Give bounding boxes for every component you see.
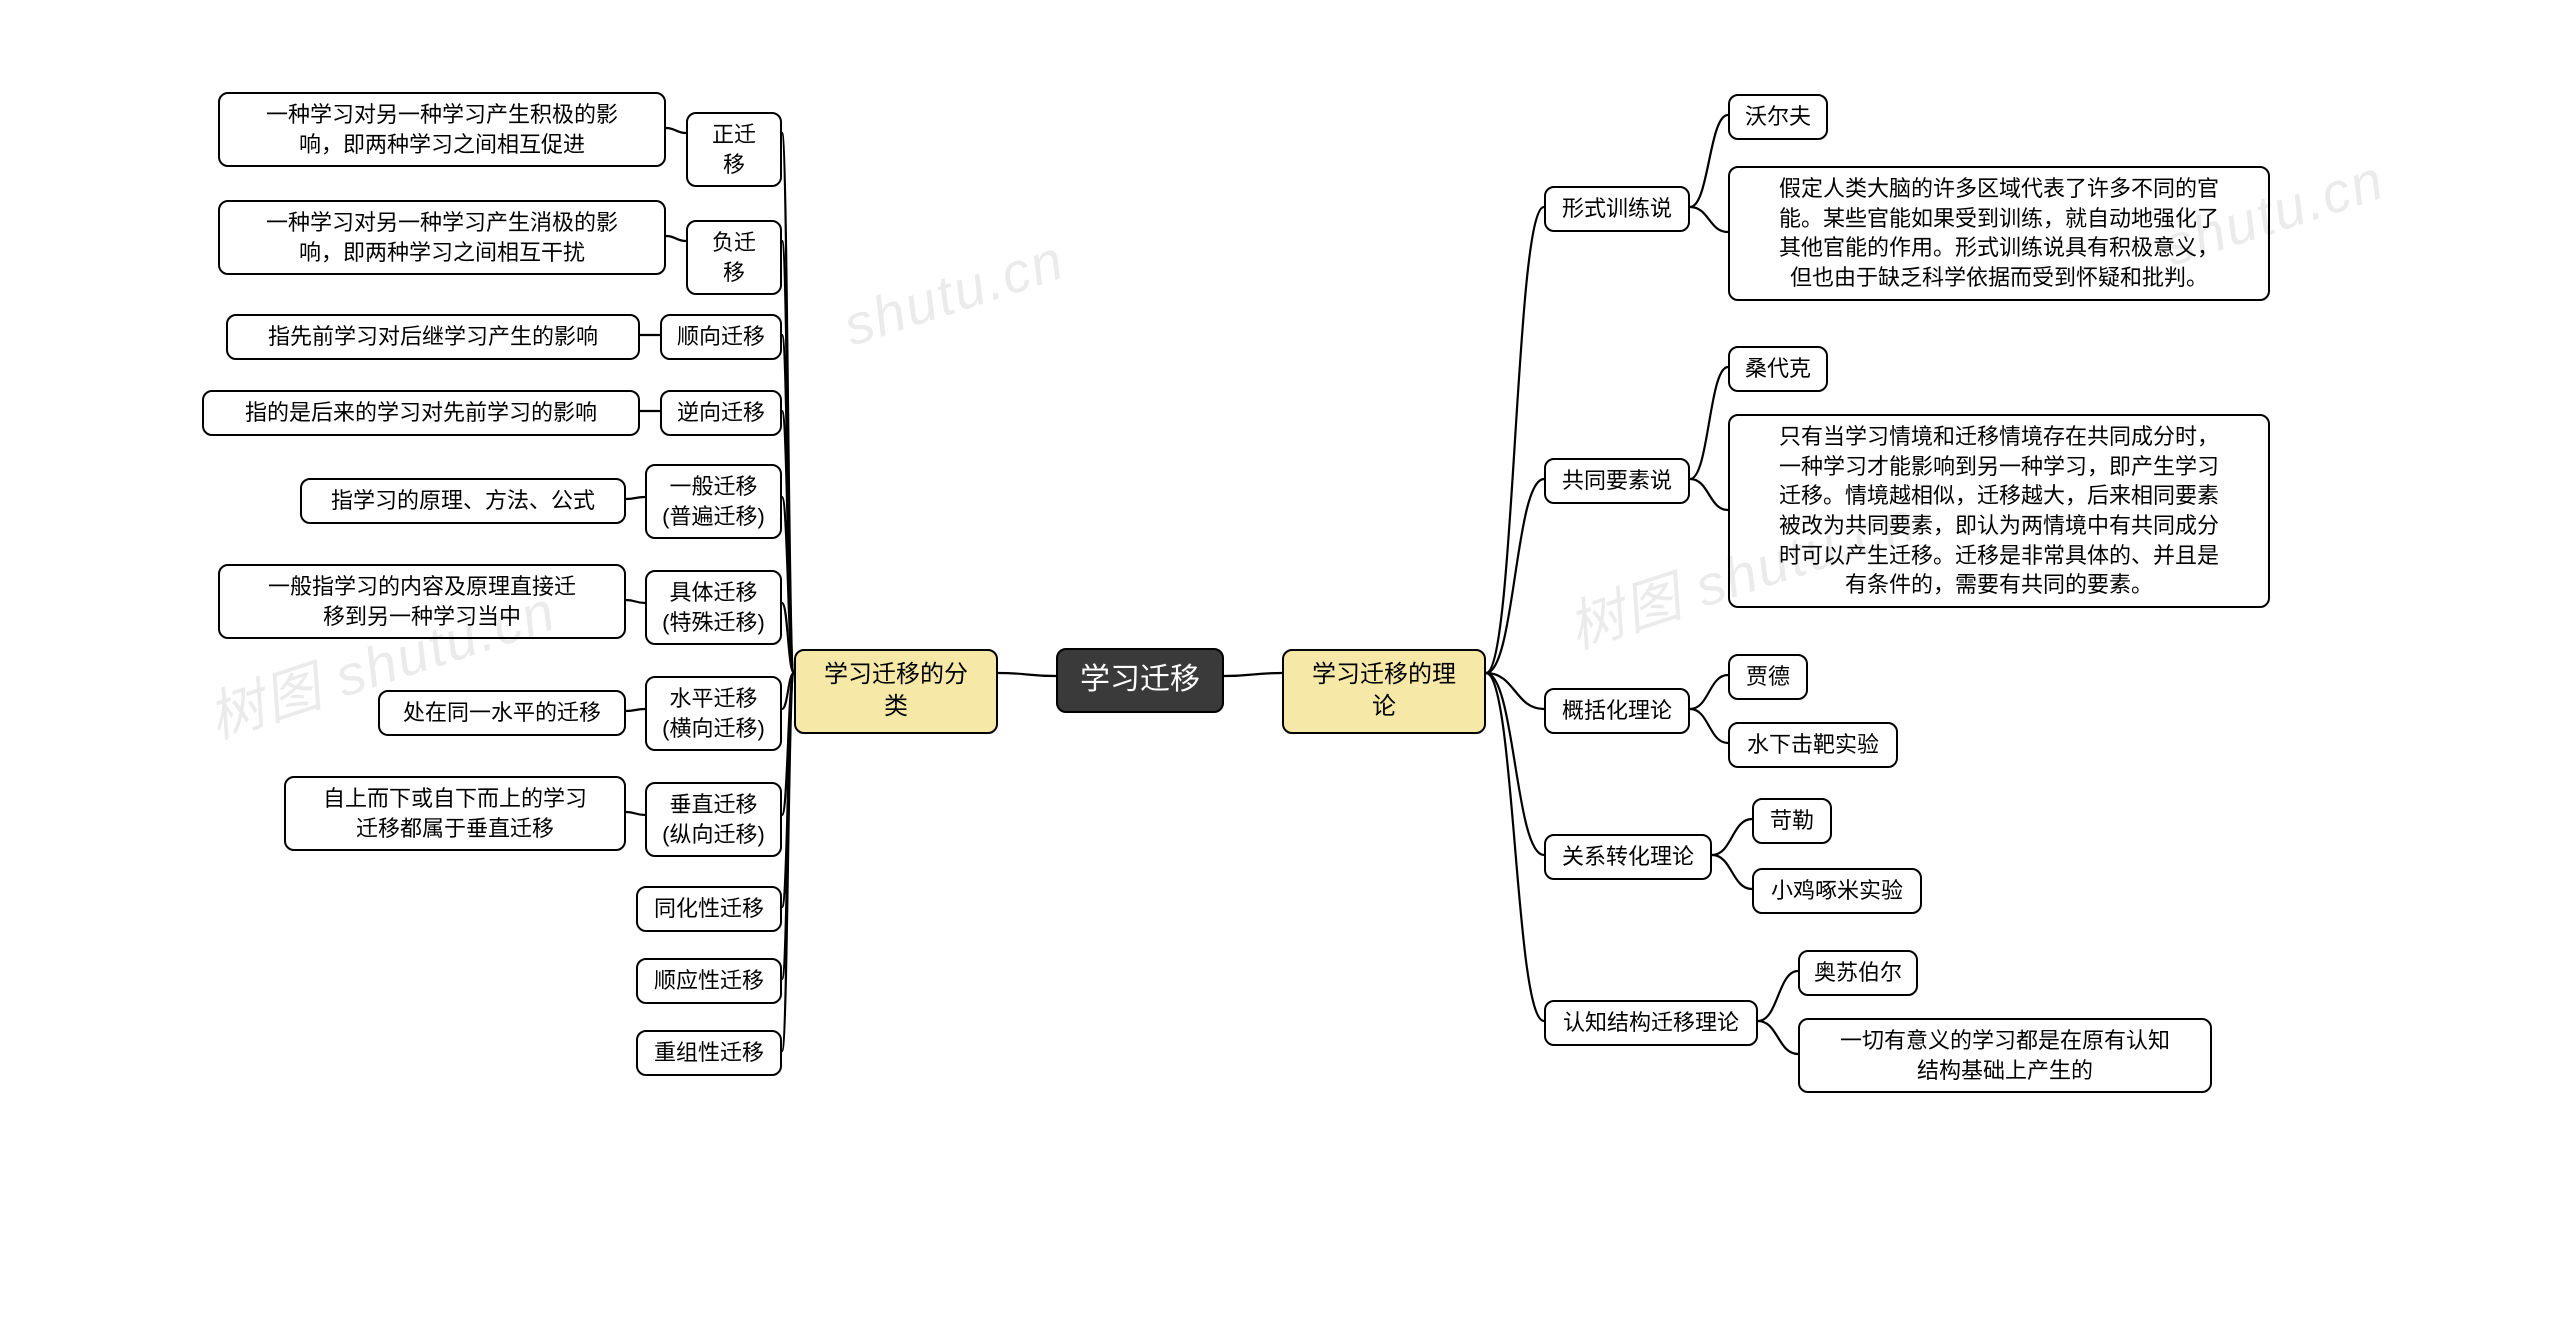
node-ausubel: 奥苏伯尔 <box>1798 950 1918 996</box>
node-identical-elements: 共同要素说 <box>1544 458 1690 504</box>
node-transposition-theory: 关系转化理论 <box>1544 834 1712 880</box>
node-horizontal-transfer: 水平迁移 (横向迁移) <box>645 676 782 751</box>
node-kohler: 苛勒 <box>1752 798 1832 844</box>
node-wolff: 沃尔夫 <box>1728 94 1828 140</box>
node-judd: 贾德 <box>1728 654 1808 700</box>
node-positive-transfer: 正迁移 <box>686 112 782 187</box>
node-cognitive-structure-desc: 一切有意义的学习都是在原有认知 结构基础上产生的 <box>1798 1018 2212 1093</box>
node-retroactive-transfer-desc: 指的是后来的学习对先前学习的影响 <box>202 390 640 436</box>
node-horizontal-transfer-desc: 处在同一水平的迁移 <box>378 690 626 736</box>
node-negative-transfer: 负迁移 <box>686 220 782 295</box>
node-specific-transfer-desc: 一般指学习的内容及原理直接迁 移到另一种学习当中 <box>218 564 626 639</box>
node-general-transfer: 一般迁移 (普遍迁移) <box>645 464 782 539</box>
node-identical-elements-desc: 只有当学习情境和迁移情境存在共同成分时， 一种学习才能影响到另一种学习，即产生学… <box>1728 414 2270 608</box>
node-proactive-transfer-desc: 指先前学习对后继学习产生的影响 <box>226 314 640 360</box>
watermark: shutu.cn <box>836 226 1073 358</box>
right-branch-node: 学习迁移的理论 <box>1282 649 1486 734</box>
node-formal-discipline-desc: 假定人类大脑的许多区域代表了许多不同的官 能。某些官能如果受到训练，就自动地强化… <box>1728 166 2270 301</box>
node-proactive-transfer: 顺向迁移 <box>660 314 782 360</box>
node-positive-transfer-desc: 一种学习对另一种学习产生积极的影 响，即两种学习之间相互促进 <box>218 92 666 167</box>
node-cognitive-structure-theory: 认知结构迁移理论 <box>1544 1000 1758 1046</box>
node-general-transfer-desc: 指学习的原理、方法、公式 <box>300 478 626 524</box>
node-thorndike: 桑代克 <box>1728 346 1828 392</box>
node-assimilative-transfer: 同化性迁移 <box>636 886 782 932</box>
node-formal-discipline: 形式训练说 <box>1544 186 1690 232</box>
node-accommodative-transfer: 顺应性迁移 <box>636 958 782 1004</box>
node-vertical-transfer-desc: 自上而下或自下而上的学习 迁移都属于垂直迁移 <box>284 776 626 851</box>
root-node: 学习迁移 <box>1056 648 1224 713</box>
left-branch-node: 学习迁移的分类 <box>794 649 998 734</box>
node-retroactive-transfer: 逆向迁移 <box>660 390 782 436</box>
node-vertical-transfer: 垂直迁移 (纵向迁移) <box>645 782 782 857</box>
node-underwater-target: 水下击靶实验 <box>1728 722 1898 768</box>
node-specific-transfer: 具体迁移 (特殊迁移) <box>645 570 782 645</box>
node-generalization-theory: 概括化理论 <box>1544 688 1690 734</box>
node-chicken-experiment: 小鸡啄米实验 <box>1752 868 1922 914</box>
node-reorganized-transfer: 重组性迁移 <box>636 1030 782 1076</box>
mindmap-canvas: 学习迁移 学习迁移的分类 学习迁移的理论 正迁移 一种学习对另一种学习产生积极的… <box>0 0 2560 1343</box>
node-negative-transfer-desc: 一种学习对另一种学习产生消极的影 响，即两种学习之间相互干扰 <box>218 200 666 275</box>
